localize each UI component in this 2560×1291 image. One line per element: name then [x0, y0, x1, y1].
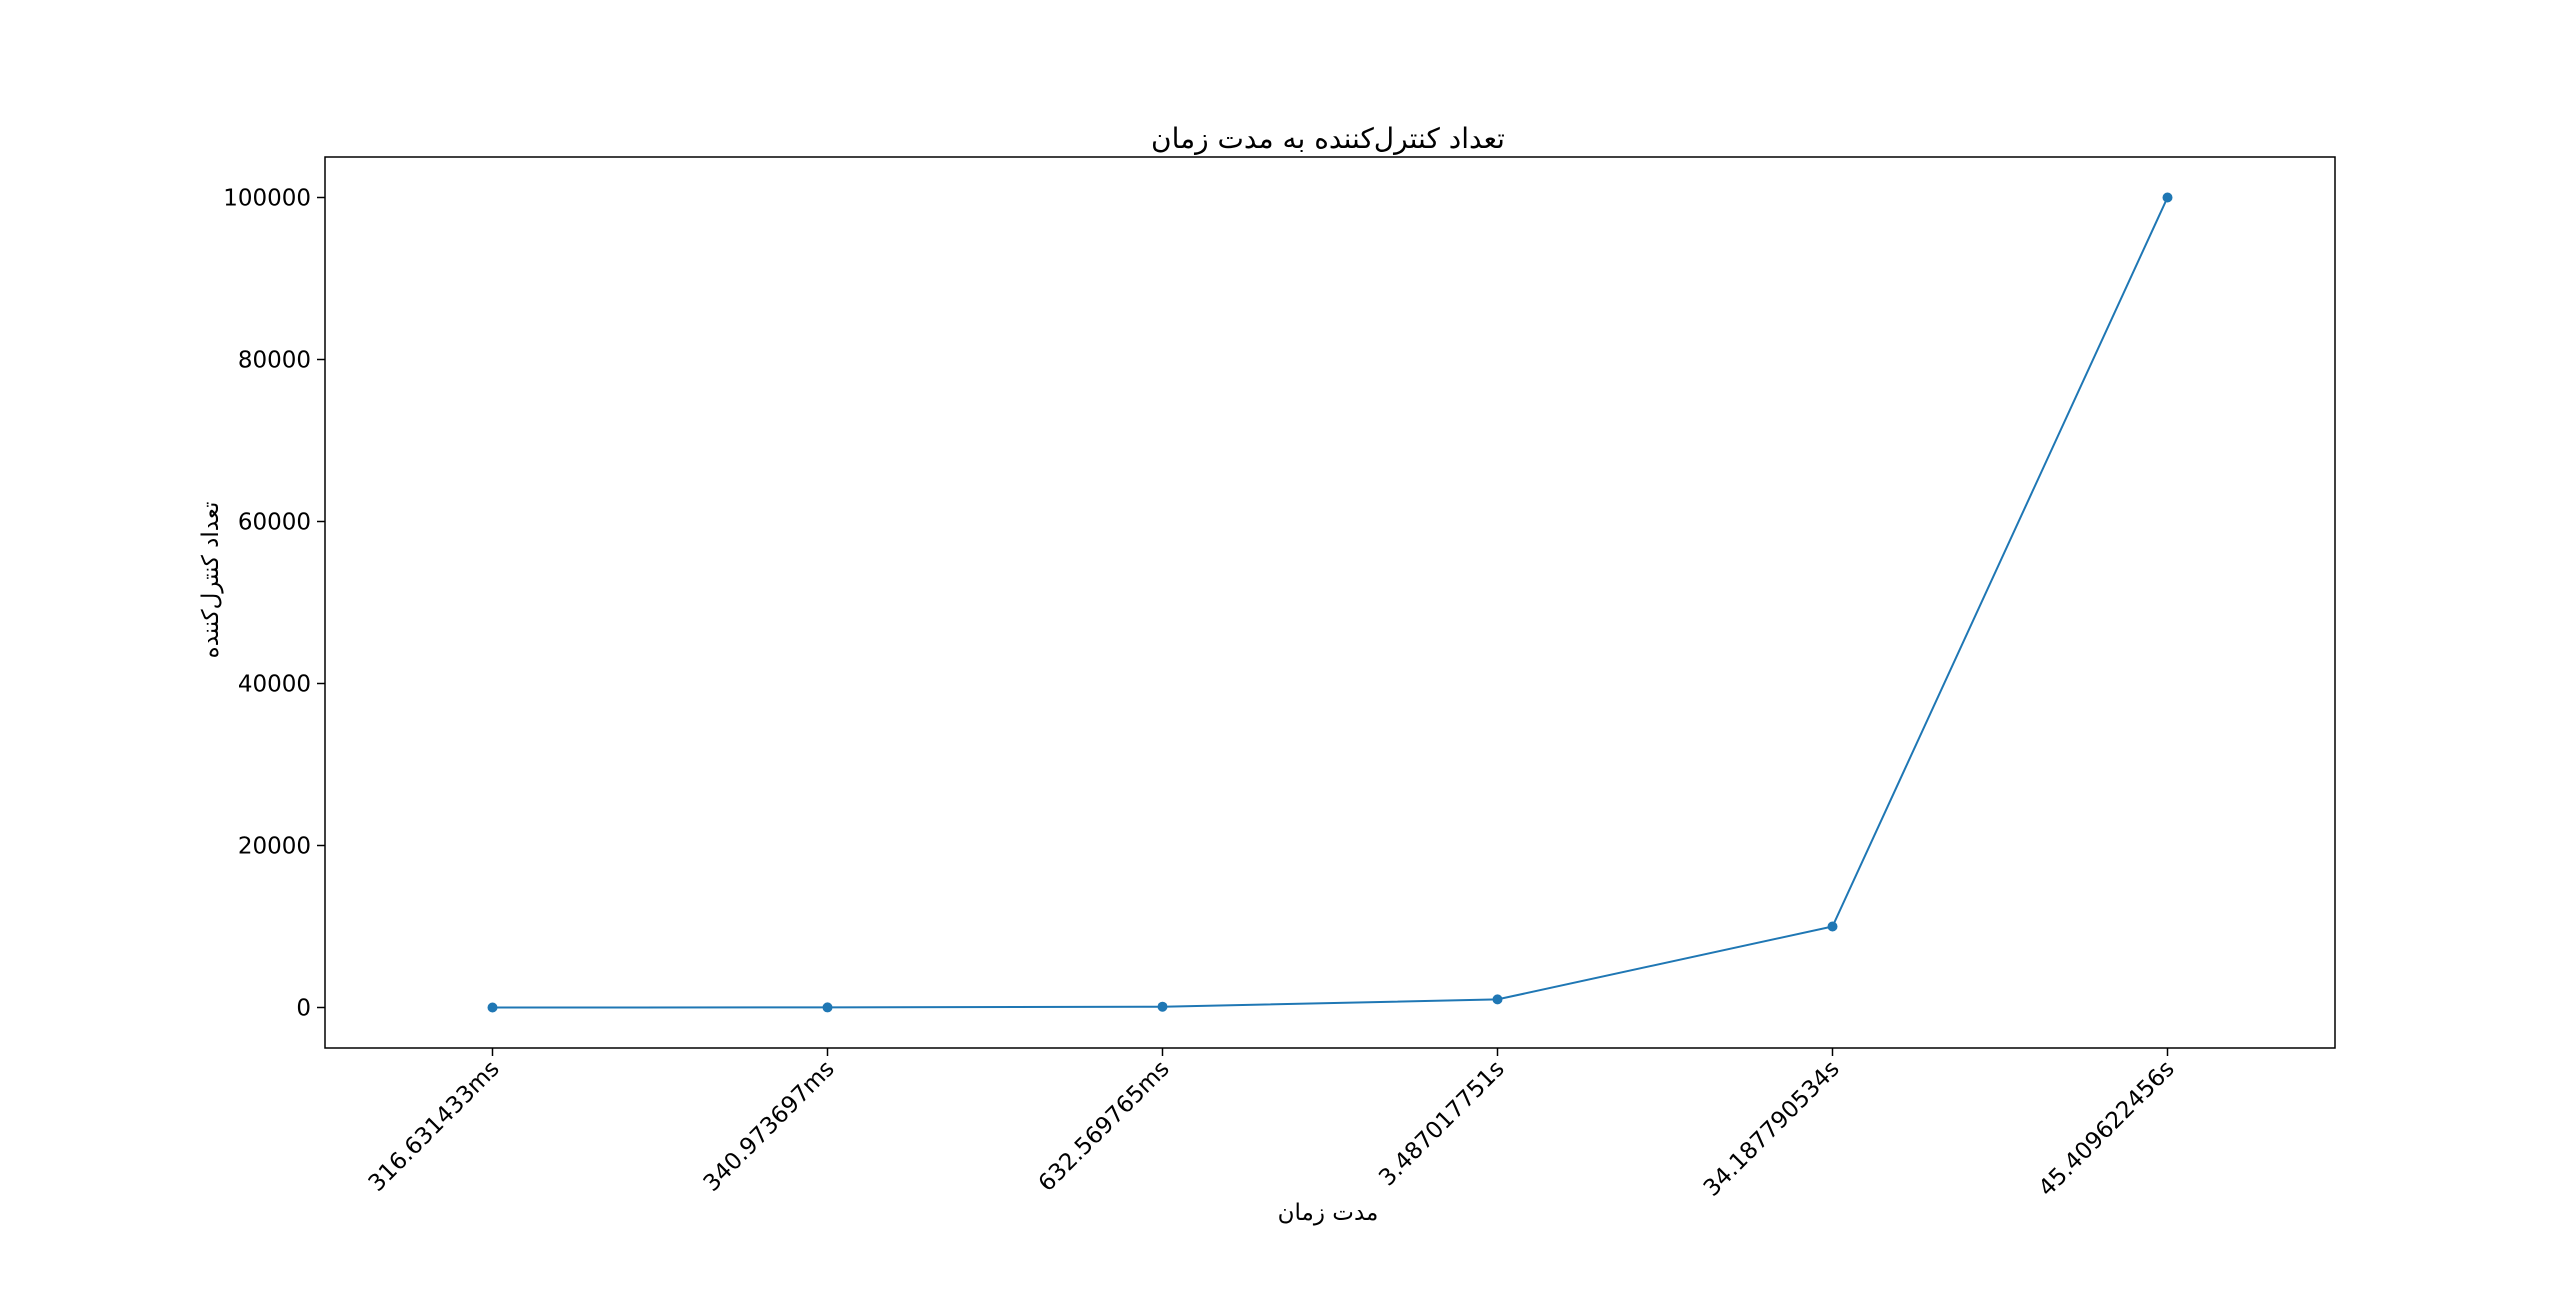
- chart-title: تعداد کنترل‌کننده به مدت زمان: [1151, 122, 1505, 155]
- data-point: [1492, 994, 1503, 1005]
- data-point: [822, 1002, 833, 1013]
- data-point: [487, 1002, 498, 1013]
- y-tick-label: 20000: [238, 834, 311, 860]
- y-tick-label: 60000: [238, 510, 311, 536]
- y-axis: 0 20000 40000 60000 80000 100000: [223, 186, 325, 1022]
- x-axis: 316.631433ms 340.973697ms 632.569765ms 3.48…: [364, 1048, 2180, 1202]
- plot-frame: [324, 156, 2336, 1049]
- data-point: [2162, 192, 2173, 203]
- x-tick-label: 45.409622456s: [2034, 1056, 2180, 1202]
- y-tick-label: 40000: [238, 672, 311, 698]
- plot-area: [324, 156, 2336, 1049]
- data-point: [1157, 1001, 1168, 1012]
- y-tick-label: 0: [296, 996, 311, 1022]
- y-tick-label: 100000: [223, 186, 311, 212]
- series-line: [492, 197, 2169, 1009]
- x-tick-label: 34.187790534s: [1699, 1056, 1845, 1202]
- x-axis-label: مدت زمان: [1278, 1200, 1379, 1226]
- y-tick-label: 80000: [238, 348, 311, 374]
- data-point: [1827, 921, 1838, 932]
- series-group: [487, 192, 2173, 1013]
- x-tick-label: 632.569765ms: [1034, 1056, 1175, 1197]
- x-tick-label: 340.973697ms: [699, 1056, 840, 1197]
- x-tick-label: 316.631433ms: [364, 1056, 505, 1197]
- y-axis-label: تعداد کنترل‌کننده: [198, 502, 224, 659]
- x-tick-label: 3.487017751s: [1374, 1056, 1510, 1192]
